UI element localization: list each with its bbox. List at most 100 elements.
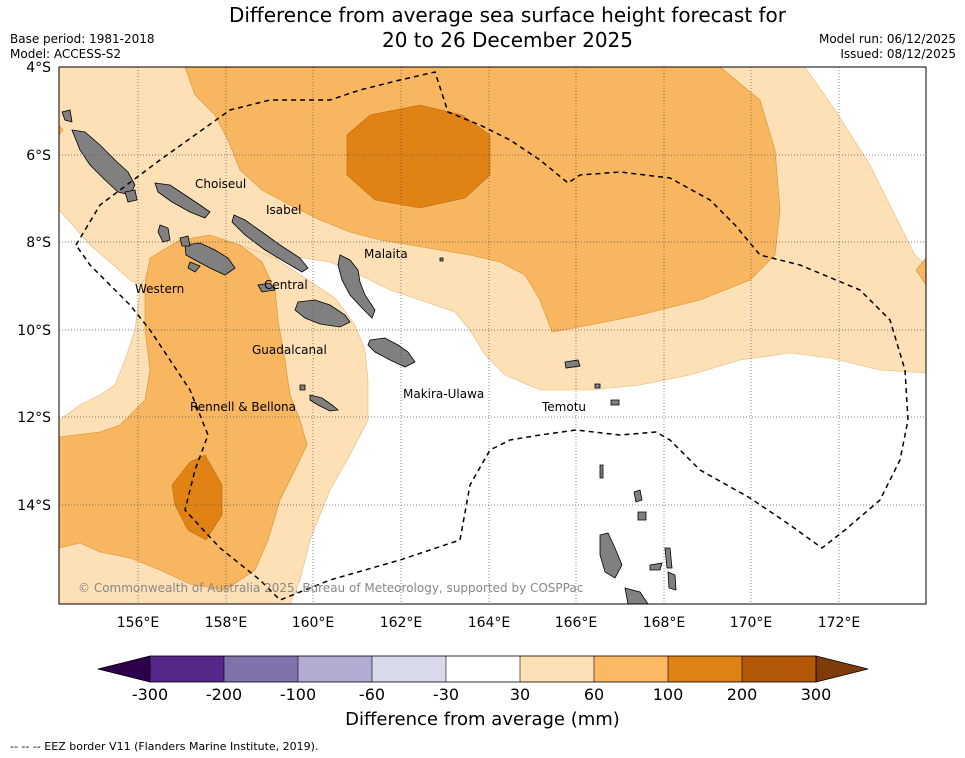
island-vanikoro	[610, 399, 620, 406]
island-ambae	[649, 562, 663, 571]
label-malaita: Malaita	[364, 247, 408, 261]
colorbar-segment	[520, 656, 594, 682]
island-bougainville	[71, 129, 136, 196]
island-makira	[367, 337, 416, 368]
title-line-2: 20 to 26 December 2025	[381, 28, 633, 52]
colorbar-tick: 200	[727, 685, 758, 704]
metadata-right: Model run: 06/12/2025 Issued: 08/12/2025	[819, 32, 956, 62]
island-banks	[633, 489, 643, 503]
lon-label: 170°E	[730, 615, 773, 631]
latitude-labels: 4°S 6°S 8°S 10°S 12°S 14°S	[17, 60, 51, 514]
eez-border	[75, 71, 909, 601]
colorbar-tick: -300	[132, 685, 168, 704]
title-line-1: Difference from average sea surface heig…	[228, 3, 787, 27]
contour-band-60-100	[59, 67, 926, 591]
island-malekula	[624, 587, 649, 604]
contour-100-200-south	[171, 454, 223, 541]
lat-label: 14°S	[17, 498, 51, 514]
island-torres	[599, 464, 604, 479]
contour-60-100-east-edge	[915, 257, 926, 286]
island-malaita	[337, 254, 376, 319]
lon-label: 168°E	[643, 615, 686, 631]
colorbar-tick: 30	[510, 685, 530, 704]
colorbar-segment	[446, 656, 520, 682]
colorbar-tick: 300	[801, 685, 832, 704]
label-temotu: Temotu	[541, 400, 586, 414]
colorbar-tick: -30	[433, 685, 459, 704]
colorbar-under-arrow	[97, 655, 151, 683]
island-gaua	[637, 511, 647, 521]
colorbar-segment	[742, 656, 816, 682]
base-period: Base period: 1981-2018	[10, 32, 155, 46]
island-shortland	[124, 189, 138, 203]
contour-60-100-north	[184, 67, 781, 333]
label-central: Central	[264, 278, 308, 292]
colorbar-segment	[224, 656, 298, 682]
colorbar-segment	[668, 656, 742, 682]
island-new-georgia	[184, 242, 236, 276]
colorbar-dividers	[223, 656, 743, 682]
contour-100-200-north	[346, 104, 491, 209]
label-isabel: Isabel	[266, 203, 301, 217]
island-guadalcanal	[294, 299, 351, 328]
colorbar-tick: -60	[359, 685, 385, 704]
label-rennell-bellona: Rennell & Bellona	[190, 400, 296, 414]
longitude-labels: 156°E 158°E 160°E 162°E 164°E 166°E 168°…	[117, 615, 861, 631]
eez-footnote: -- -- -- EEZ border V11 (Flanders Marine…	[10, 740, 319, 753]
island-russell	[257, 282, 276, 293]
island-isabel	[231, 214, 309, 273]
island-utupua	[594, 383, 601, 389]
colorbar-tick-labels: -300 -200 -100 -60 -30 30 60 100 200 300	[132, 685, 831, 704]
lon-label: 158°E	[205, 615, 248, 631]
map-frame	[58, 66, 927, 605]
island-rendova	[187, 261, 201, 273]
island-kolombangara	[179, 235, 191, 247]
colorbar-over-arrow	[815, 655, 869, 683]
island-vella-lavella	[157, 224, 171, 243]
lon-label: 172°E	[818, 615, 861, 631]
lat-label: 4°S	[26, 60, 51, 76]
colorbar-segment	[298, 656, 372, 682]
graticule	[59, 67, 926, 604]
label-guadalcanal: Guadalcanal	[252, 343, 327, 357]
colorbar-tick: 60	[584, 685, 604, 704]
lat-label: 12°S	[17, 410, 51, 426]
island-espiritu-santo	[599, 532, 623, 579]
island-choiseul	[154, 182, 211, 219]
colorbar-segment	[150, 656, 224, 682]
model-run: Model run: 06/12/2025	[818, 32, 956, 46]
issued-date: Issued: 08/12/2025	[840, 47, 956, 61]
lon-label: 160°E	[292, 615, 335, 631]
lon-label: 162°E	[380, 615, 423, 631]
colorbar-tick: -200	[206, 685, 242, 704]
colorbar-tick: 100	[653, 685, 684, 704]
chart-title: Difference from average sea surface heig…	[200, 3, 815, 53]
island-rennell	[309, 394, 339, 412]
lat-label: 6°S	[26, 148, 51, 164]
colorbar-segment	[594, 656, 668, 682]
map-figure: Choiseul Isabel Malaita Western Central …	[17, 60, 927, 704]
lon-label: 164°E	[468, 615, 511, 631]
colorbar: -300 -200 -100 -60 -30 30 60 100 200 300	[97, 655, 869, 704]
metadata-left: Base period: 1981-2018 Model: ACCESS-S2	[10, 32, 155, 62]
colorbar-frame	[149, 655, 817, 683]
contour-60-100-west-edge	[59, 124, 64, 136]
colorbar-label: Difference from average (mm)	[345, 709, 620, 730]
province-labels: Choiseul Isabel Malaita Western Central …	[135, 177, 586, 414]
colorbar-segment	[372, 656, 446, 682]
lat-label: 8°S	[26, 235, 51, 251]
map-panel	[59, 67, 926, 604]
island-pentecost	[667, 571, 677, 591]
contour-60-100-south	[59, 234, 308, 591]
lon-label: 166°E	[555, 615, 598, 631]
label-makira-ulawa: Makira-Ulawa	[403, 387, 484, 401]
island-sikaiana	[439, 257, 444, 262]
contour-band-100-200	[171, 104, 491, 541]
island-buka	[61, 109, 73, 123]
lat-label: 10°S	[17, 323, 51, 339]
island-maewo	[664, 547, 673, 569]
label-choiseul: Choiseul	[195, 177, 246, 191]
colorbar-tick: -100	[280, 685, 316, 704]
island-bellona	[299, 384, 306, 391]
label-western: Western	[135, 282, 184, 296]
